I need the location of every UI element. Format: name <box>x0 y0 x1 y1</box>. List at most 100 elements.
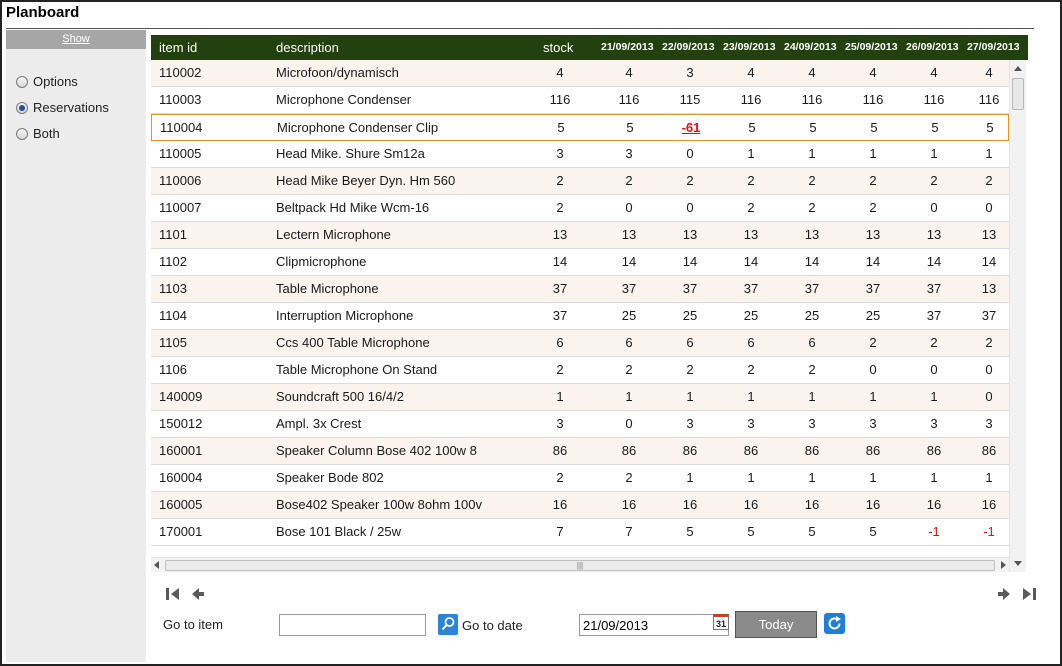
column-header-date[interactable]: 25/09/2013 <box>845 41 898 53</box>
availability-cell: 116 <box>862 92 884 107</box>
table-row[interactable]: 110004 Microphone Condenser Clip 5 5 -61 5 5 5 5… <box>151 114 1009 141</box>
table-row[interactable]: 110006 Head Mike Beyer Dyn. Hm 560 2 2 2 2 2 2 2… <box>151 168 1009 195</box>
column-header-stock[interactable]: stock <box>543 40 574 55</box>
table-row[interactable]: 1102 Clipmicrophone 14 14 14 14 14 14 14 14 <box>151 249 1009 276</box>
availability-cell: 1 <box>686 389 694 404</box>
radio-reservations[interactable]: Reservations <box>16 100 109 115</box>
table-row[interactable]: 150012 Ampl. 3x Crest 3 0 3 3 3 3 3 3 <box>151 411 1009 438</box>
stock-cell: 16 <box>552 497 568 512</box>
availability-cell: 2 <box>747 200 755 215</box>
column-header-date[interactable]: 24/09/2013 <box>784 41 837 53</box>
availability-cell: 5 <box>986 120 994 135</box>
radio-label: Both <box>33 126 60 141</box>
description-cell: Microfoon/dynamisch <box>276 65 399 80</box>
radio-button[interactable] <box>16 75 28 88</box>
scroll-right-icon[interactable] <box>1001 561 1006 569</box>
stock-cell: 13 <box>552 227 568 242</box>
description-cell: Table Microphone On Stand <box>276 362 438 377</box>
table-row[interactable]: 1103 Table Microphone 37 37 37 37 37 37 37 13 <box>151 276 1009 303</box>
today-button[interactable]: Today <box>735 611 817 638</box>
scroll-down-icon[interactable] <box>1014 561 1022 566</box>
availability-cell: 2 <box>985 335 993 350</box>
availability-cell[interactable]: -1 <box>928 524 940 539</box>
column-header-description[interactable]: description <box>276 40 339 55</box>
refresh-icon[interactable] <box>824 613 845 634</box>
table-row[interactable]: 110003 Microphone Condenser 116 116 115 116 11… <box>151 87 1009 114</box>
column-header-item-id[interactable]: item id <box>159 40 198 55</box>
availability-cell: 2 <box>869 335 877 350</box>
scroll-left-icon[interactable] <box>154 561 159 569</box>
table-row[interactable]: 1106 Table Microphone On Stand 2 2 2 2 2 0 0 0 <box>151 357 1009 384</box>
item-id-cell: 110005 <box>159 146 202 161</box>
table-row[interactable]: 1101 Lectern Microphone 13 13 13 13 13 13 13 13 <box>151 222 1009 249</box>
column-header-date[interactable]: 21/09/2013 <box>601 41 654 53</box>
radio-button[interactable] <box>16 127 28 140</box>
scroll-thumb[interactable]: ||| <box>165 560 995 571</box>
calendar-icon[interactable]: 31 <box>713 614 729 630</box>
availability-cell: 14 <box>926 254 942 269</box>
column-header-date[interactable]: 23/09/2013 <box>723 41 776 53</box>
table-row[interactable]: 110007 Beltpack Hd Mike Wcm-16 2 0 0 2 2 2 0 0 <box>151 195 1009 222</box>
next-page-icon[interactable] <box>997 587 1011 601</box>
availability-cell: 86 <box>804 443 820 458</box>
availability-cell: 5 <box>870 120 878 135</box>
availability-cell[interactable]: -61 <box>681 120 701 135</box>
planboard-grid: item id description stock 21/09/2013 22/… <box>151 35 1028 572</box>
availability-cell: 1 <box>625 389 633 404</box>
vertical-scrollbar[interactable] <box>1009 60 1026 572</box>
table-row[interactable]: 110002 Microfoon/dynamisch 4 4 3 4 4 4 4 4 <box>151 60 1009 87</box>
last-page-icon[interactable] <box>1021 587 1037 601</box>
availability-cell: 0 <box>625 416 633 431</box>
availability-cell: 14 <box>743 254 759 269</box>
availability-cell: 2 <box>686 362 694 377</box>
horizontal-scrollbar[interactable]: ||| <box>151 557 1009 572</box>
search-icon[interactable] <box>438 614 458 635</box>
go-to-item-label: Go to item <box>163 617 223 632</box>
availability-cell: 25 <box>682 308 698 323</box>
date-input[interactable] <box>579 614 729 636</box>
availability-cell[interactable]: -1 <box>983 524 995 539</box>
description-cell: Ampl. 3x Crest <box>276 416 362 431</box>
scroll-up-icon[interactable] <box>1014 66 1022 71</box>
radio-button[interactable] <box>16 101 28 114</box>
availability-cell: 2 <box>625 470 633 485</box>
show-button[interactable]: Show <box>6 30 146 49</box>
grid-body: 110002 Microfoon/dynamisch 4 4 3 4 4 4 4 4 110003 M… <box>151 60 1009 557</box>
table-row[interactable]: 1105 Ccs 400 Table Microphone 6 6 6 6 6 2 2 2 <box>151 330 1009 357</box>
radio-options[interactable]: Options <box>16 74 78 89</box>
availability-cell: 16 <box>804 497 820 512</box>
column-header-date[interactable]: 26/09/2013 <box>906 41 959 53</box>
availability-cell: 14 <box>621 254 637 269</box>
table-row[interactable]: 160005 Bose402 Speaker 100w 8ohm 100v 16 16… <box>151 492 1009 519</box>
description-cell: Lectern Microphone <box>276 227 391 242</box>
radio-both[interactable]: Both <box>16 126 60 141</box>
availability-cell: 1 <box>985 146 993 161</box>
availability-cell: 0 <box>869 362 877 377</box>
previous-page-icon[interactable] <box>191 587 205 601</box>
availability-cell: 2 <box>808 362 816 377</box>
description-cell: Microphone Condenser Clip <box>277 120 439 135</box>
availability-cell: 16 <box>981 497 997 512</box>
availability-cell: 5 <box>748 120 756 135</box>
table-row[interactable]: 170001 Bose 101 Black / 25w 7 7 5 5 5 5 -1 -1 <box>151 519 1009 546</box>
column-header-date[interactable]: 22/09/2013 <box>662 41 715 53</box>
item-id-cell: 1105 <box>159 335 187 350</box>
table-row[interactable]: 140009 Soundcraft 500 16/4/2 1 1 1 1 1 1 1 0 <box>151 384 1009 411</box>
description-cell: Speaker Bode 802 <box>276 470 384 485</box>
availability-cell: 2 <box>808 173 816 188</box>
stock-cell: 37 <box>552 308 568 323</box>
go-to-item-input[interactable] <box>279 614 426 636</box>
table-row[interactable]: 160004 Speaker Bode 802 2 2 1 1 1 1 1 1 <box>151 465 1009 492</box>
availability-cell: 2 <box>808 200 816 215</box>
availability-cell: 4 <box>808 65 816 80</box>
column-header-date[interactable]: 27/09/2013 <box>967 41 1020 53</box>
availability-cell: 1 <box>869 146 877 161</box>
first-page-icon[interactable] <box>165 587 181 601</box>
stock-cell: 3 <box>556 416 564 431</box>
table-row[interactable]: 160001 Speaker Column Bose 402 100w 8 86 86… <box>151 438 1009 465</box>
availability-cell: 3 <box>686 65 694 80</box>
scroll-thumb[interactable] <box>1012 78 1024 110</box>
table-row[interactable]: 110005 Head Mike. Shure Sm12a 3 3 0 1 1 1 1 1 <box>151 141 1009 168</box>
table-row[interactable]: 1104 Interruption Microphone 37 25 25 25 25 25 3… <box>151 303 1009 330</box>
availability-cell: 25 <box>865 308 881 323</box>
